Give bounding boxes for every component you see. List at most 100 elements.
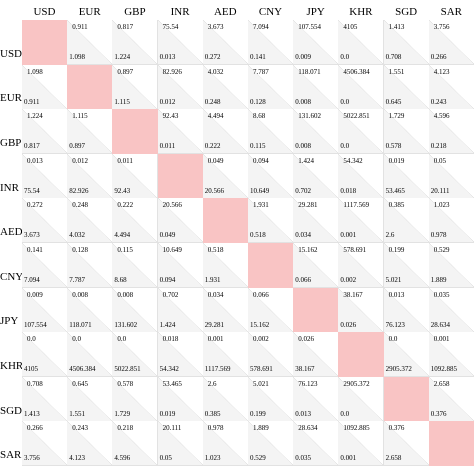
upper-value: 54.342	[343, 156, 363, 165]
cell-gbp-usd: 1.224 0.817	[22, 109, 68, 155]
upper-value: 2905.372	[343, 379, 370, 388]
lower-value: 2905.372	[385, 365, 412, 374]
lower-value: 0.012	[159, 97, 176, 106]
lower-value: 7.787	[69, 276, 85, 284]
cell-cny-inr: 10.649 0.094	[157, 243, 204, 288]
cell-khr-sar: 0.001 1092.885	[428, 332, 474, 378]
lower-value: 0.0	[340, 97, 350, 106]
cell-aed-sgd: 0.385 2.6	[383, 198, 430, 244]
upper-value: 0.05	[433, 156, 447, 165]
row-header-khr: KHR	[0, 360, 24, 373]
cell-sar-sar	[428, 421, 474, 466]
upper-value: 578.691	[343, 246, 367, 254]
lower-value: 29.281	[204, 320, 225, 329]
lower-value: 2.658	[385, 454, 402, 463]
upper-value: 0.011	[117, 156, 133, 165]
upper-value: 0.518	[207, 246, 224, 254]
lower-value: 0.248	[204, 97, 221, 106]
lower-value: 7.094	[24, 276, 40, 284]
upper-value: 20.566	[162, 201, 182, 210]
col-header-usd: USD	[33, 6, 56, 18]
cell-khr-eur: 0.0 4506.384	[67, 332, 114, 378]
upper-value: 1.023	[433, 201, 450, 210]
col-header-inr: INR	[170, 6, 190, 18]
lower-value: 1.224	[114, 53, 131, 61]
upper-value: 38.167	[343, 290, 363, 299]
upper-value: 4.596	[433, 112, 450, 121]
upper-value: 1092.885	[343, 424, 370, 433]
lower-value: 8.68	[114, 276, 127, 284]
lower-value: 1.424	[159, 320, 176, 329]
col-header-sgd: SGD	[395, 6, 418, 18]
cell-cny-usd: 0.141 7.094	[22, 243, 68, 288]
upper-value: 0.128	[72, 246, 88, 254]
lower-value: 1.413	[24, 409, 40, 418]
lower-value: 0.978	[430, 231, 447, 240]
cell-sgd-cny: 5.021 0.199	[248, 376, 294, 422]
lower-value: 0.222	[204, 142, 221, 151]
upper-value: 1.551	[388, 67, 405, 76]
upper-value: 4.032	[207, 67, 224, 76]
upper-value: 0.0	[388, 335, 398, 344]
upper-value: 131.602	[298, 112, 321, 121]
cell-khr-gbp: 0.0 5022.851	[112, 332, 159, 378]
upper-value: 7.787	[253, 67, 269, 76]
upper-value: 0.385	[388, 201, 405, 210]
lower-value: 0.578	[385, 142, 402, 151]
cell-inr-usd: 0.013 75.54	[22, 153, 68, 199]
cell-gbp-gbp	[112, 109, 159, 155]
upper-value: 2.658	[433, 379, 450, 388]
upper-value: 0.199	[388, 246, 405, 254]
upper-value: 4105	[343, 23, 358, 31]
cell-gbp-sar: 4.596 0.218	[428, 109, 474, 155]
upper-value: 1.889	[253, 424, 269, 433]
upper-value: 0.578	[117, 379, 134, 388]
upper-value: 0.018	[162, 335, 179, 344]
cell-inr-khr: 54.342 0.018	[338, 153, 385, 199]
cell-eur-jpy: 118.071 0.008	[293, 64, 340, 110]
upper-value: 0.001	[207, 335, 224, 344]
row-header-aed: AED	[0, 226, 23, 239]
col-header-eur: EUR	[78, 6, 101, 18]
lower-value: 0.518	[250, 231, 266, 240]
cell-sgd-sar: 2.658 0.376	[428, 376, 474, 422]
cell-inr-sgd: 0.019 53.465	[383, 153, 430, 199]
lower-value: 0.001	[340, 454, 357, 463]
lower-value: 3.756	[24, 454, 40, 463]
cell-cny-aed: 0.518 1.931	[202, 243, 249, 288]
cell-inr-eur: 0.012 82.926	[67, 153, 114, 199]
upper-value: 0.248	[72, 201, 88, 210]
upper-value: 0.0	[72, 335, 81, 344]
cell-usd-cny: 7.094 0.141	[248, 20, 294, 65]
lower-value: 0.002	[340, 276, 357, 284]
cell-sgd-gbp: 0.578 1.729	[112, 376, 159, 422]
upper-value: 1.729	[388, 112, 405, 121]
col-header-aed: AED	[213, 6, 237, 18]
cell-inr-sar: 0.05 20.111	[428, 153, 474, 199]
lower-value: 0.141	[250, 53, 266, 61]
cell-cny-sar: 0.529 1.889	[428, 243, 474, 288]
cell-cny-jpy: 15.162 0.066	[293, 243, 340, 288]
col-header-jpy: JPY	[306, 6, 325, 18]
cell-inr-inr	[157, 153, 204, 199]
upper-value: 0.978	[207, 424, 224, 433]
lower-value: 3.673	[24, 231, 40, 240]
lower-value: 578.691	[250, 365, 273, 374]
lower-value: 10.649	[250, 186, 270, 195]
lower-value: 0.013	[295, 409, 311, 418]
lower-value: 1.098	[69, 53, 85, 61]
lower-value: 131.602	[114, 320, 138, 329]
lower-value: 4506.384	[69, 365, 96, 374]
cell-sar-cny: 1.889 0.529	[248, 421, 294, 466]
cell-sgd-eur: 0.645 1.551	[67, 376, 114, 422]
upper-value: 5022.851	[343, 112, 370, 121]
lower-value: 15.162	[250, 320, 270, 329]
upper-value: 4.123	[433, 67, 450, 76]
lower-value: 4.123	[69, 454, 85, 463]
cell-aed-khr: 1117.569 0.001	[338, 198, 385, 244]
lower-value: 0.272	[204, 53, 221, 61]
upper-value: 0.708	[27, 379, 43, 388]
lower-value: 0.009	[295, 53, 311, 61]
cell-aed-aed	[202, 198, 249, 244]
lower-value: 0.529	[250, 454, 266, 463]
